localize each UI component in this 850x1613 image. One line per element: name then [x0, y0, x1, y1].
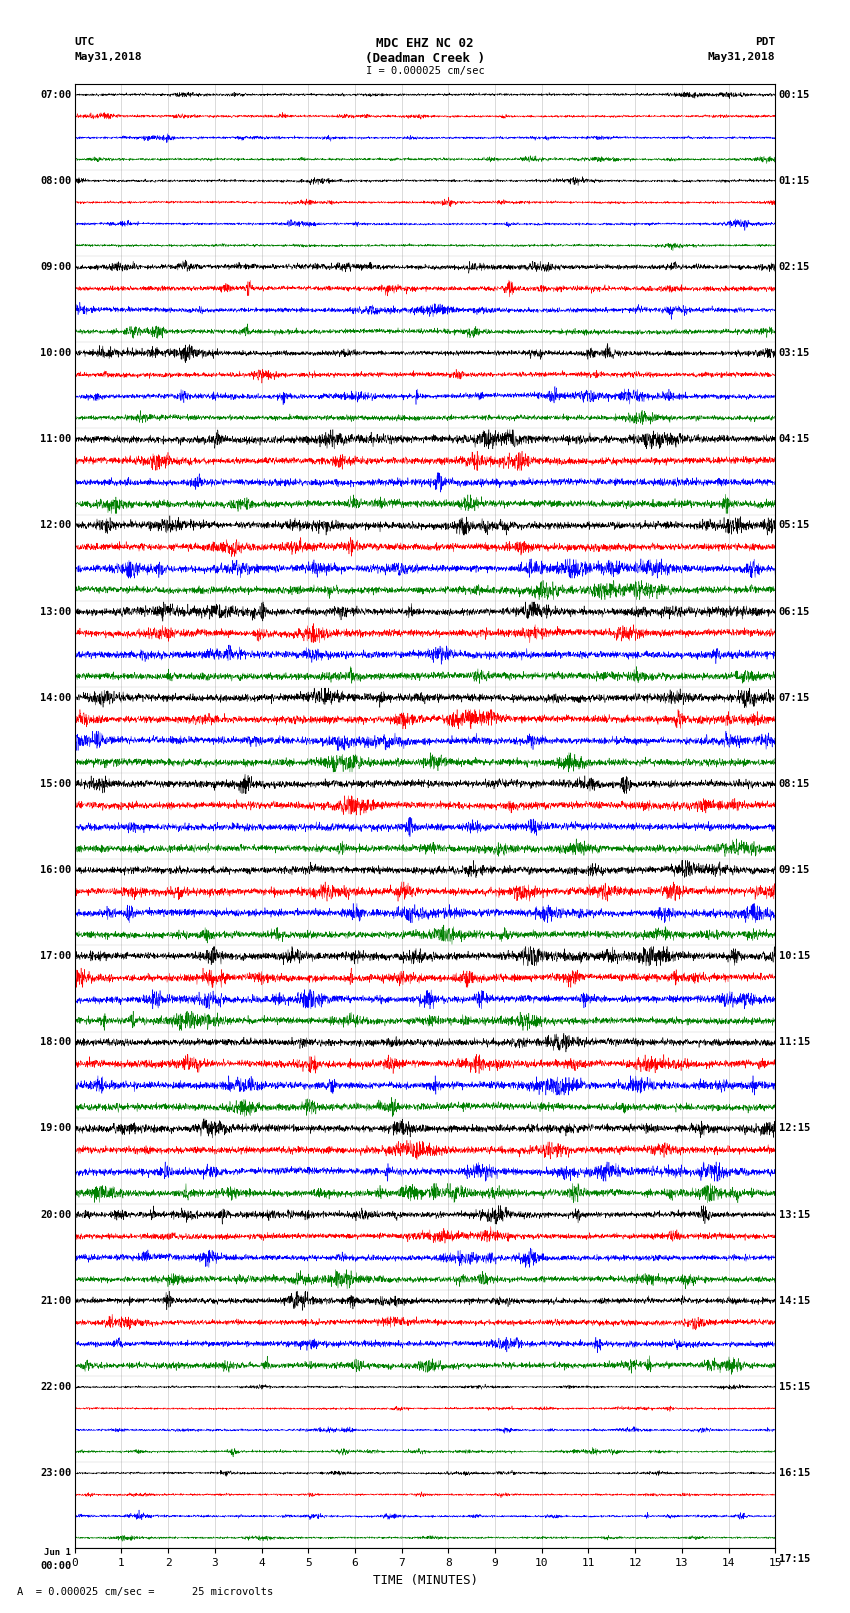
- Text: 08:15: 08:15: [779, 779, 810, 789]
- Text: 07:15: 07:15: [779, 692, 810, 703]
- Text: 09:00: 09:00: [40, 261, 71, 273]
- Text: 12:00: 12:00: [40, 521, 71, 531]
- Text: May31,2018: May31,2018: [708, 52, 775, 61]
- Text: 10:15: 10:15: [779, 952, 810, 961]
- Text: 17:00: 17:00: [40, 952, 71, 961]
- Text: 14:00: 14:00: [40, 692, 71, 703]
- Text: (Deadman Creek ): (Deadman Creek ): [365, 52, 485, 65]
- Text: 08:00: 08:00: [40, 176, 71, 185]
- Text: UTC: UTC: [75, 37, 95, 47]
- Text: 00:00: 00:00: [40, 1561, 71, 1571]
- Text: 09:15: 09:15: [779, 865, 810, 874]
- Text: PDT: PDT: [755, 37, 775, 47]
- Text: 13:15: 13:15: [779, 1210, 810, 1219]
- Text: 03:15: 03:15: [779, 348, 810, 358]
- Text: 07:00: 07:00: [40, 90, 71, 100]
- Text: 22:00: 22:00: [40, 1382, 71, 1392]
- Text: Jun 1: Jun 1: [44, 1548, 71, 1557]
- Text: 19:00: 19:00: [40, 1124, 71, 1134]
- Text: 05:15: 05:15: [779, 521, 810, 531]
- Text: 23:00: 23:00: [40, 1468, 71, 1478]
- Text: 00:15: 00:15: [779, 90, 810, 100]
- Text: 11:00: 11:00: [40, 434, 71, 444]
- Text: MDC EHZ NC 02: MDC EHZ NC 02: [377, 37, 473, 50]
- Text: 02:15: 02:15: [779, 261, 810, 273]
- Text: 12:15: 12:15: [779, 1124, 810, 1134]
- Text: May31,2018: May31,2018: [75, 52, 142, 61]
- Text: 21:00: 21:00: [40, 1295, 71, 1307]
- Text: 20:00: 20:00: [40, 1210, 71, 1219]
- Text: I = 0.000025 cm/sec: I = 0.000025 cm/sec: [366, 66, 484, 76]
- Text: 01:15: 01:15: [779, 176, 810, 185]
- Text: 16:00: 16:00: [40, 865, 71, 874]
- Text: 15:00: 15:00: [40, 779, 71, 789]
- Text: 17:15: 17:15: [779, 1555, 810, 1565]
- X-axis label: TIME (MINUTES): TIME (MINUTES): [372, 1574, 478, 1587]
- Text: 16:15: 16:15: [779, 1468, 810, 1478]
- Text: 10:00: 10:00: [40, 348, 71, 358]
- Text: 14:15: 14:15: [779, 1295, 810, 1307]
- Text: 13:00: 13:00: [40, 606, 71, 616]
- Text: 15:15: 15:15: [779, 1382, 810, 1392]
- Text: 18:00: 18:00: [40, 1037, 71, 1047]
- Text: A  = 0.000025 cm/sec =      25 microvolts: A = 0.000025 cm/sec = 25 microvolts: [17, 1587, 273, 1597]
- Text: 11:15: 11:15: [779, 1037, 810, 1047]
- Text: 06:15: 06:15: [779, 606, 810, 616]
- Text: 04:15: 04:15: [779, 434, 810, 444]
